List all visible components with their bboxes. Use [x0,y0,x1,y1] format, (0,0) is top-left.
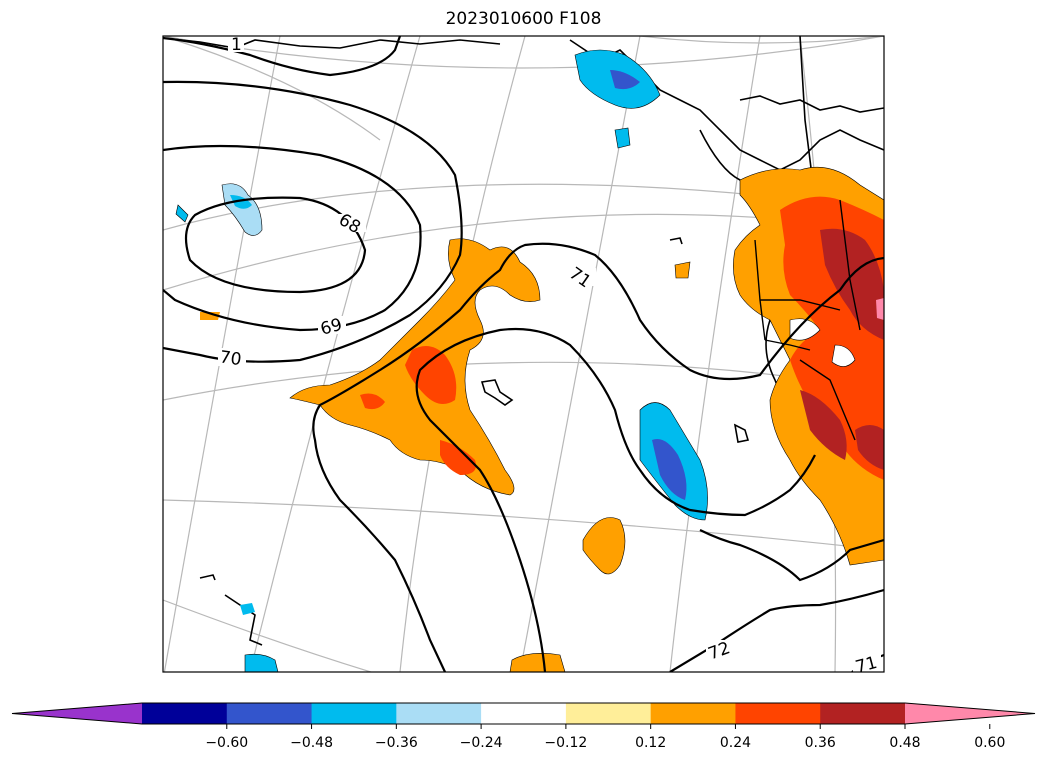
contour-72b [699,529,884,582]
contour-68 [184,196,367,294]
contour-71a [312,242,884,672]
colorbar-tick-label: 0.60 [974,735,1005,751]
contour-70 [163,80,463,363]
height-contours [163,36,884,672]
colorbar-tick-label: −0.24 [460,735,503,751]
colorbar-swatch [226,703,313,724]
colorbar-extend-high [905,703,1035,724]
colorbar-swatch [481,703,567,724]
contour-69 [163,144,422,332]
colorbar-extend-low [12,703,142,724]
boundaries [754,199,861,441]
colorbar-tick-label: 0.48 [889,735,920,751]
contour-label: 70 [218,347,242,370]
contour-72 [415,327,816,672]
colorbar-tick-label: 0.36 [805,735,836,751]
colorbar-tick-label: −0.12 [544,735,587,751]
colorbar-outline [11,702,1036,725]
colorbar-swatch [820,703,906,724]
colorbar-tick-label: 0.12 [635,735,666,751]
map-title: 2023010600 F108 [445,9,602,29]
contour-1 [163,36,402,77]
colorbar-swatch [565,703,652,724]
colorbar-swatch [650,703,736,724]
colorbar-swatch [311,703,397,724]
graticule [163,36,884,672]
colorbar-swatch [735,703,821,724]
map-area [163,36,884,672]
colorbar-swatch [396,703,482,724]
colorbar-tick-label: −0.60 [205,735,248,751]
colorbar-tick-label: 0.24 [720,735,751,751]
map-frame [162,35,885,673]
colorbar-swatch [142,703,228,724]
contour-label: 71 [565,264,594,293]
colorbar-tick-label: −0.48 [290,735,333,751]
contour-71b [669,588,884,672]
contour-label: 1 [231,35,242,55]
colorbar: −0.60 −0.48 −0.36 −0.24 −0.12 0.12 0.24 0.36 0.4… [11,702,1036,751]
coastline [163,36,884,646]
colorbar-tick-label: −0.36 [375,735,418,751]
